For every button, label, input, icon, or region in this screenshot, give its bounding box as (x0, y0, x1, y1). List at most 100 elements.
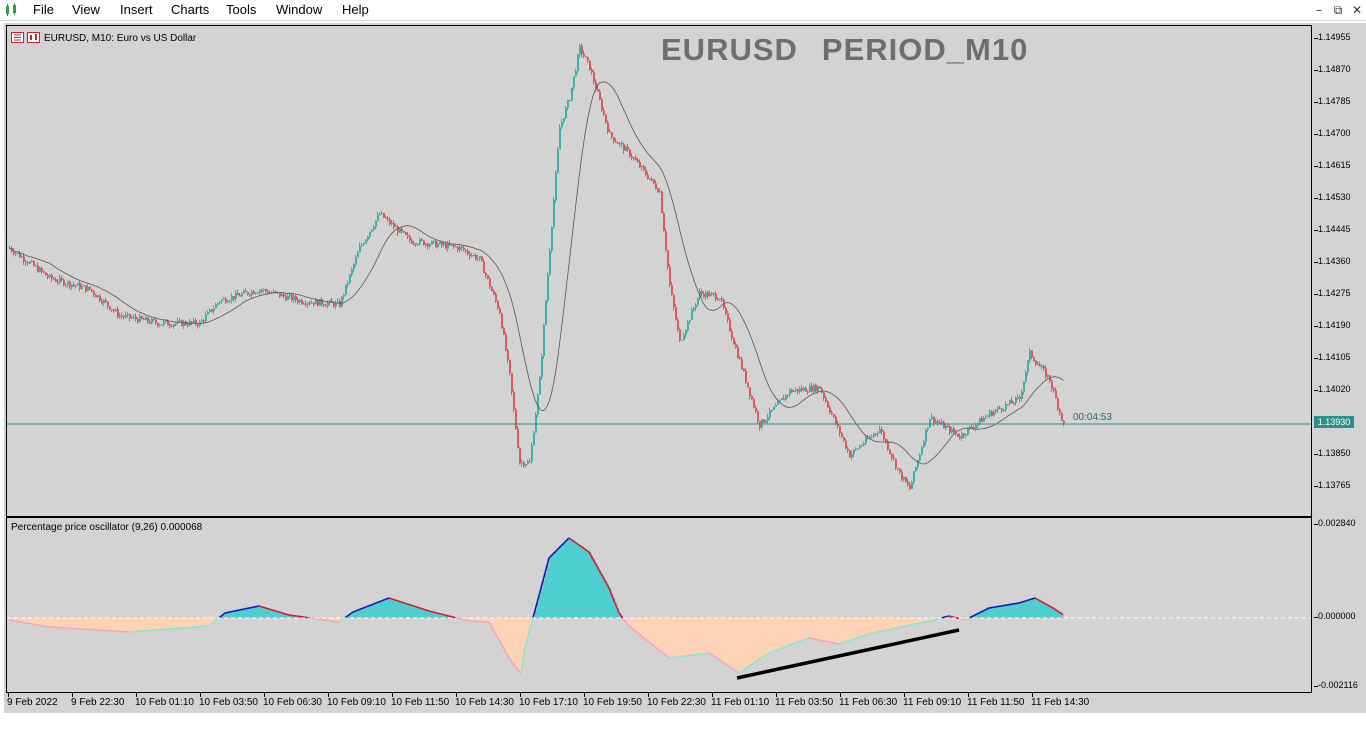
ppo-negative-bar (203, 618, 206, 627)
ppo-negative-bar (187, 618, 190, 628)
candle-body (551, 227, 553, 251)
candle-body (835, 416, 837, 424)
ppo-line-segment (220, 614, 224, 617)
ppo-line-segment (360, 607, 364, 610)
candle-body (597, 89, 599, 92)
ppo-negative-bar (105, 618, 108, 631)
divergence-trendline[interactable] (736, 628, 960, 680)
candle-body (139, 316, 141, 323)
candle-body (509, 359, 511, 374)
candle-body (275, 291, 277, 293)
ppo-negative-bar (333, 618, 336, 622)
price-tick-label: 1.14785 (1318, 96, 1351, 106)
candle-body (739, 357, 741, 360)
candle-body (463, 247, 465, 251)
ppo-negative-bar (741, 618, 744, 672)
candle-body (1023, 381, 1025, 393)
ppo-negative-bar (67, 618, 70, 629)
candle-body (361, 244, 363, 246)
ppo-negative-bar (61, 618, 64, 628)
ppo-line-segment (1060, 612, 1064, 616)
ppo-line-segment (1036, 598, 1040, 601)
ppo-positive-bar (985, 610, 988, 618)
candle-body (575, 71, 577, 77)
candle-body (735, 344, 737, 348)
menu-charts[interactable]: Charts (171, 2, 210, 17)
close-icon[interactable]: ✕ (1351, 3, 1363, 17)
candle-body (387, 218, 389, 220)
candle-body (705, 292, 707, 298)
ppo-line-segment (532, 610, 536, 619)
ppo-line-segment (286, 613, 290, 616)
candle-body (951, 428, 953, 433)
ppo-negative-bar (509, 618, 512, 658)
candle-body (263, 289, 265, 291)
candle-body (49, 274, 51, 278)
ppo-negative-bar (513, 618, 516, 664)
candle-body (363, 243, 365, 245)
ppo-line-segment (510, 660, 514, 664)
ppo-negative-bar (103, 618, 106, 631)
menu-window[interactable]: Window (276, 2, 323, 17)
candle-body (1059, 408, 1061, 413)
candle-body (339, 301, 341, 307)
menu-file[interactable]: File (33, 2, 54, 17)
ppo-positive-bar (387, 598, 390, 618)
candle-body (511, 373, 513, 393)
candle-body (649, 178, 651, 180)
ppo-positive-bar (361, 608, 364, 618)
menu-view[interactable]: View (72, 2, 100, 17)
ppo-line-segment (272, 609, 276, 612)
ppo-oscillator-chart[interactable] (7, 518, 1311, 692)
ppo-negative-bar (43, 618, 46, 626)
ppo-line-segment (860, 635, 864, 638)
minimize-icon[interactable]: – (1316, 3, 1322, 17)
candle-body (625, 146, 627, 151)
candle-body (215, 304, 217, 309)
candlestick-chart[interactable] (7, 26, 1311, 516)
chart-window[interactable]: EURUSD, M10: Euro vs US Dollar EURUSD PER… (4, 23, 1366, 713)
price-tick-mark (1314, 102, 1318, 103)
menu-insert[interactable]: Insert (120, 2, 153, 17)
ppo-line-segment (1048, 605, 1052, 608)
candle-body (449, 243, 451, 246)
ppo-negative-bar (521, 618, 524, 674)
ppo-negative-bar (779, 618, 782, 650)
candle-body (77, 283, 79, 286)
ppo-negative-bar (497, 618, 500, 637)
candle-body (119, 315, 121, 317)
candle-body (147, 317, 149, 322)
candle-body (643, 166, 645, 170)
ppo-negative-bar (905, 618, 908, 627)
price-axis[interactable]: 1.14955 1.14870 1.14785 1.14700 1.14615 1.145… (1314, 25, 1366, 517)
ppo-negative-bar (867, 618, 870, 635)
ppo-negative-bar (683, 618, 686, 657)
oscillator-panel[interactable]: Percentage price oscillator (9,26) 0.000… (6, 517, 1312, 693)
ppo-negative-bar (711, 618, 714, 655)
menu-help[interactable]: Help (342, 2, 369, 17)
restore-icon[interactable]: ⧉ (1333, 3, 1343, 17)
ppo-line-segment (590, 555, 594, 560)
candle-body (249, 294, 251, 296)
ppo-positive-bar (295, 615, 298, 618)
candle-body (833, 414, 835, 417)
ppo-positive-bar (251, 607, 254, 618)
candle-body (293, 296, 295, 301)
ppo-positive-bar (1019, 603, 1022, 618)
ppo-negative-bar (129, 618, 132, 632)
ppo-negative-bar (195, 618, 198, 628)
ppo-negative-bar (79, 618, 82, 629)
menu-tools[interactable]: Tools (226, 2, 257, 17)
ppo-line-segment (264, 607, 268, 610)
candle-body (995, 409, 997, 412)
time-tick-mark (648, 693, 649, 697)
candle-body (1027, 360, 1029, 373)
ppo-line-segment (534, 602, 538, 611)
candle-body (547, 274, 549, 301)
candle-body (45, 272, 47, 276)
candle-body (757, 411, 759, 422)
ppo-negative-bar (881, 618, 884, 632)
ppo-line-segment (548, 555, 552, 559)
ppo-line-segment (260, 605, 264, 608)
price-chart-panel[interactable]: EURUSD, M10: Euro vs US Dollar EURUSD PER… (6, 25, 1312, 517)
